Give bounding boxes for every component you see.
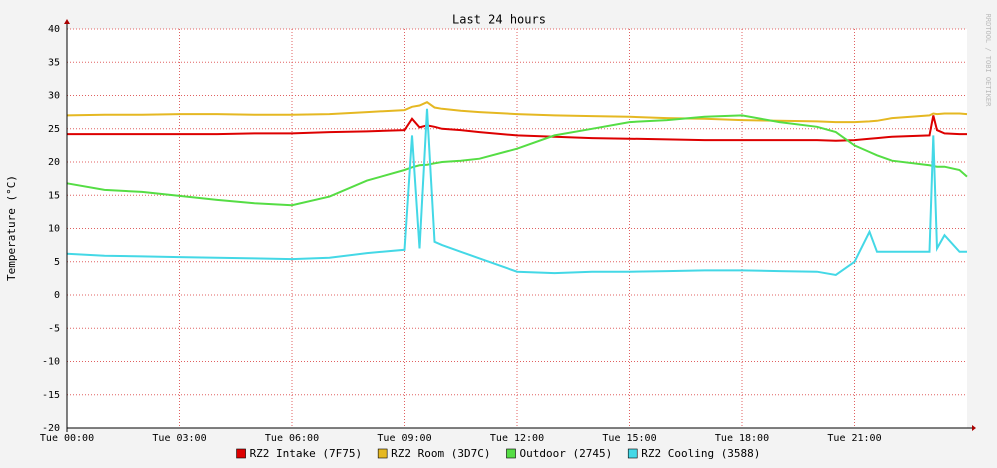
y-tick-label: 40 [48,24,60,35]
y-tick-label: 5 [54,257,60,268]
legend-label: RZ2 Intake (7F75) [250,447,363,460]
y-arrow [64,19,70,24]
series-line [66,101,968,124]
y-tick-label: 10 [48,224,60,235]
legend-label: RZ2 Room (3D7C) [391,447,490,460]
series-line [66,108,967,277]
x-tick-label: Tue 15:00 [602,433,656,444]
grid [66,28,967,429]
x-tick-label: Tue 12:00 [490,433,544,444]
series-line [67,115,967,142]
legend-item: RZ2 Intake (7F75) [236,447,363,460]
y-tick-label: -15 [42,390,60,401]
legend-item: RZ2 Room (3D7C) [377,447,491,460]
x-tick-label: Tue 09:00 [377,433,431,444]
x-tick-label: Tue 21:00 [827,433,881,444]
watermark: RRDTOOL / TOBI OETIKER [984,14,992,108]
y-tick-label: 15 [48,190,60,201]
y-tick-label: 35 [48,57,60,68]
y-tick-label: 0 [54,290,60,301]
x-tick-label: Tue 03:00 [152,433,206,444]
legend-item: Outdoor (2745) [506,447,613,460]
legend-swatch [506,448,516,459]
x-tick-label: Tue 18:00 [715,433,769,444]
y-tick-label: -20 [42,423,60,434]
y-axis-label: Temperature (°C) [5,175,18,281]
y-tick-label: 25 [48,124,60,135]
lines [66,101,968,277]
legend-label: Outdoor (2745) [520,447,613,460]
x-arrow [972,425,976,431]
series-line [66,114,968,207]
legend: RZ2 Intake (7F75) RZ2 Room (3D7C) Outdoor … [236,447,760,460]
y-tick-label: 20 [48,157,60,168]
legend-swatch [627,448,638,459]
legend-swatch [377,448,388,459]
x-tick-label: Tue 00:00 [40,433,94,444]
legend-item: RZ2 Cooling (3588) [627,447,760,460]
legend-label: RZ2 Cooling (3588) [641,447,760,460]
x-tick-label: Tue 06:00 [265,433,319,444]
y-tick-label: -10 [42,357,60,368]
y-tick-label: 30 [48,91,60,102]
y-tick-label: -5 [48,323,60,334]
legend-swatch [236,448,246,459]
chart-title: Last 24 hours [452,13,546,27]
